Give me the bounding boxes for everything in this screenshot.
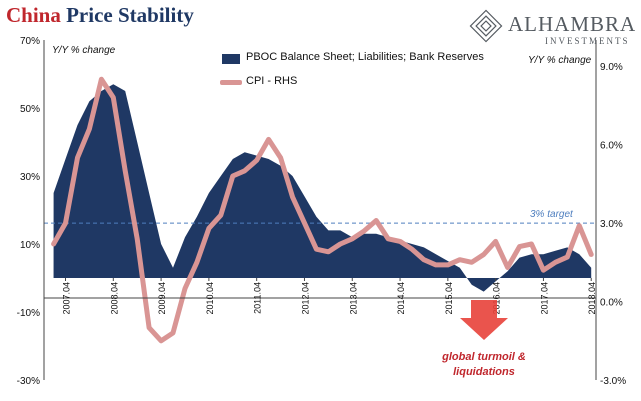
y-left-tick-label: 50% [20,104,40,115]
x-tick-label: 2014.04 [396,282,406,315]
down-arrow-icon [460,300,508,340]
tick-labels: 70% 50% 30% 10% -10% -30% 9.0% 6.0% 3.0% 0.0% -3.0… [17,36,627,387]
x-tick-label: 2009.04 [157,282,167,315]
y-left-tick-label: 10% [20,240,40,251]
legend-area-label: PBOC Balance Sheet; Liabilities; Bank Re… [246,51,484,63]
logo-name: ALHAMBRA [508,12,637,36]
target-label: 3% target [530,209,573,220]
turmoil-arrow-layer [460,300,508,340]
legend-line-label: CPI - RHS [246,75,298,87]
logo-subtitle: INVESTMENTS [545,36,630,46]
x-tick-label: 2012.04 [300,282,310,315]
annotation-line-1: global turmoil & [442,351,526,363]
legend-area-swatch [222,54,240,64]
y-left-tick-label: 70% [20,36,40,47]
y-left-tick-label: -30% [17,376,40,387]
left-axis-unit: Y/Y % change [52,45,116,56]
axes [43,40,597,380]
x-tick-label: 2011.04 [253,282,263,314]
legend-line-swatch [220,80,242,85]
y-left-tick-label: -10% [17,308,40,319]
y-right-tick-label: 0.0% [600,298,623,309]
right-axis-unit: Y/Y % change [528,55,592,66]
y-left-tick-label: 30% [20,172,40,183]
x-tick-label: 2018.04 [587,282,597,315]
reserves-area-layer [53,84,592,292]
annotation-line-2: liquidations [453,366,515,378]
reserves-area [53,84,592,292]
x-tick-label: 2017.04 [539,282,549,315]
y-right-tick-label: 6.0% [600,141,623,152]
x-tick-label: 2013.04 [348,282,358,315]
title-word-rest: Price Stability [66,3,194,27]
title-word-china: China [6,3,61,27]
alhambra-logo-icon [469,9,503,43]
turmoil-annotation: global turmoil & liquidations [424,350,544,380]
cpi-line-layer [44,76,596,344]
y-right-tick-label: -3.0% [600,376,626,387]
y-right-tick-label: 9.0% [600,62,623,73]
y-right-tick-label: 3.0% [600,219,623,230]
page-title: China Price Stability [6,3,194,28]
x-tick-label: 2016.04 [492,282,502,315]
x-tick-label: 2010.04 [205,282,215,315]
x-tick-label: 2008.04 [109,282,119,315]
x-tick-label: 2015.04 [444,282,454,315]
x-tick-label: 2007.04 [62,282,72,315]
cpi-line [51,76,594,344]
